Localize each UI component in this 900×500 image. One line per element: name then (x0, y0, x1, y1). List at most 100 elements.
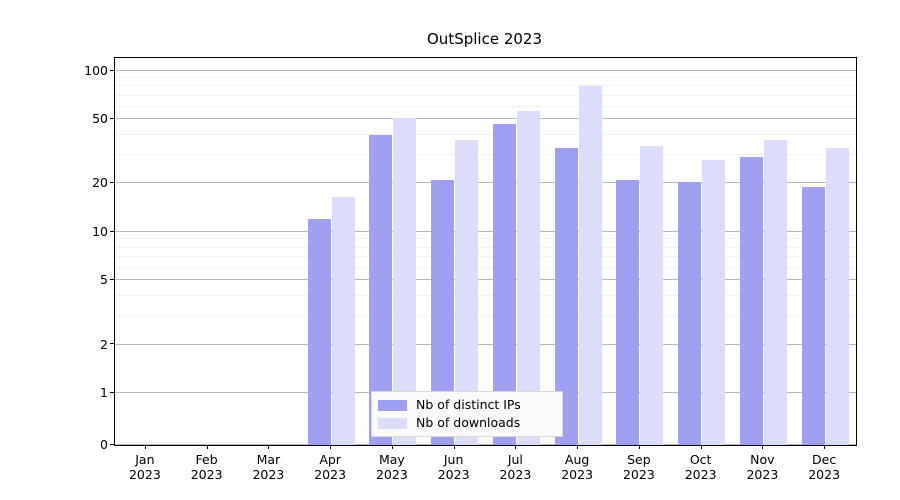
legend-label-distinct-ips: Nb of distinct IPs (416, 397, 521, 412)
y-axis-tick-label: 10 (92, 223, 108, 239)
x-axis-tick-year: 2023 (437, 467, 470, 482)
x-axis-tick-mark (144, 445, 146, 449)
gridline-major (115, 279, 856, 281)
x-axis-tick-month: Jul (507, 452, 523, 467)
x-axis-tick-month: May (378, 452, 405, 467)
x-axis-tick-mark (515, 445, 517, 449)
y-axis-tick-mark (110, 118, 114, 120)
bar-downloads (455, 140, 479, 445)
gridline-minor (115, 133, 856, 135)
x-axis-tick-year: 2023 (808, 467, 841, 482)
bar-downloads (640, 146, 664, 445)
y-axis-tick-mark (110, 343, 114, 345)
x-axis-tick-mark (268, 445, 270, 449)
x-axis-tick-year: 2023 (684, 467, 717, 482)
x-axis-tick-mark (206, 445, 208, 449)
bar-distinct-ips (678, 181, 702, 445)
x-axis-tick-label: Apr 2023 (295, 452, 365, 482)
y-axis-tick-label: 100 (84, 62, 108, 78)
bar-distinct-ips (431, 179, 455, 445)
x-axis-tick-year: 2023 (622, 467, 655, 482)
x-axis-tick-label: Feb 2023 (172, 452, 242, 482)
x-axis-tick-mark (330, 445, 332, 449)
bar-downloads (578, 86, 602, 445)
legend-swatch-downloads (378, 417, 407, 429)
y-axis-tick-label: 0 (100, 437, 108, 452)
gridline-minor (115, 315, 856, 317)
x-axis-tick-mark (700, 445, 702, 449)
x-axis-tick-mark (391, 445, 393, 449)
x-axis-tick-year: 2023 (128, 467, 161, 482)
legend: Nb of distinct IPs Nb of downloads (371, 391, 563, 437)
x-axis-tick-label: Dec 2023 (789, 452, 859, 482)
gridline-minor (115, 266, 856, 268)
legend-label-downloads: Nb of downloads (416, 415, 521, 430)
gridline-minor (115, 246, 856, 248)
x-axis-tick-year: 2023 (746, 467, 779, 482)
bar-downloads (763, 140, 787, 445)
legend-swatch-distinct-ips (378, 399, 407, 411)
x-axis-tick-mark (824, 445, 826, 449)
bar-downloads (702, 159, 726, 445)
y-axis-tick-mark (110, 392, 114, 393)
bar-distinct-ips (801, 186, 825, 445)
gridline-major (115, 118, 856, 120)
x-axis-tick-label: Jun 2023 (419, 452, 489, 482)
x-axis-tick-year: 2023 (375, 467, 408, 482)
x-axis-tick-label: May 2023 (357, 452, 427, 482)
x-axis-tick-mark (453, 445, 455, 449)
x-axis-tick-mark (762, 445, 764, 449)
x-axis-tick-month: Aug (564, 452, 590, 467)
y-axis-tick-label: 5 (100, 272, 108, 288)
y-axis-tick-mark (110, 279, 114, 281)
x-axis-tick-month: Apr (319, 452, 341, 467)
x-axis-tick-mark (638, 445, 640, 449)
x-axis-tick-month: Sep (627, 452, 651, 467)
gridline-major (115, 343, 856, 345)
gridline-major (115, 182, 856, 184)
x-axis-tick-month: Oct (689, 452, 712, 467)
bar-downloads (393, 117, 417, 445)
y-axis-tick-mark (110, 69, 114, 71)
gridline-minor (115, 255, 856, 257)
x-axis-tick-label: Jan 2023 (110, 452, 180, 482)
x-axis-tick-month: Dec (812, 452, 837, 467)
bar-downloads (516, 111, 540, 445)
y-axis-tick-mark (110, 444, 114, 445)
gridline-major (115, 69, 856, 71)
x-axis-tick-label: Aug 2023 (542, 452, 612, 482)
bar-distinct-ips (616, 179, 640, 445)
y-axis-tick-label: 2 (100, 336, 108, 352)
x-axis-tick-month: Jun (443, 452, 464, 467)
x-axis-tick-month: Jan (135, 452, 155, 467)
legend-item-downloads: Nb of downloads (378, 414, 556, 432)
gridline-minor (115, 77, 856, 79)
x-axis-tick-label: Nov 2023 (727, 452, 797, 482)
gridline-minor (115, 154, 856, 156)
bar-distinct-ips (554, 148, 578, 445)
x-axis-tick-year: 2023 (499, 467, 532, 482)
bar-downloads (331, 196, 355, 445)
x-axis-tick-label: Sep 2023 (604, 452, 674, 482)
gridline-major (115, 444, 856, 445)
y-axis-tick-label: 1 (100, 385, 108, 400)
plot-inner (115, 58, 856, 445)
bar-distinct-ips (739, 157, 763, 445)
x-axis-tick-month: Feb (195, 452, 218, 467)
legend-item-distinct-ips: Nb of distinct IPs (378, 396, 556, 414)
gridline-minor (115, 105, 856, 107)
plot-area (114, 57, 857, 446)
gridline-minor (115, 94, 856, 96)
x-axis-tick-year: 2023 (252, 467, 285, 482)
bar-distinct-ips (307, 219, 331, 445)
y-axis: 0 1 2 5 10 20 50 100 (60, 57, 108, 451)
x-axis-tick-month: Nov (750, 452, 775, 467)
page-title: OutSplice 2023 (427, 30, 542, 48)
bar-distinct-ips (492, 123, 516, 445)
x-axis-tick-year: 2023 (561, 467, 594, 482)
gridline-minor (115, 85, 856, 87)
x-axis-tick-mark (577, 445, 579, 449)
gridline-minor (115, 238, 856, 240)
y-axis-tick-label: 50 (92, 111, 108, 127)
